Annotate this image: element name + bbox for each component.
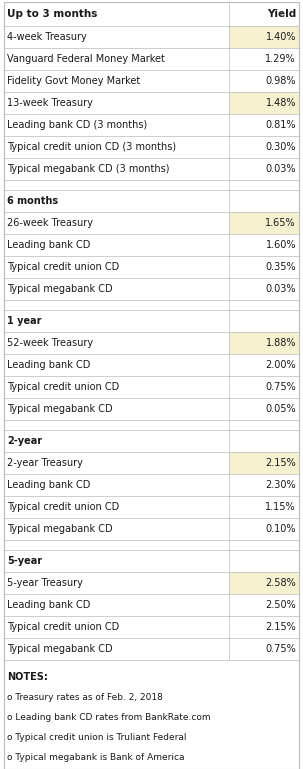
Text: o Typical megabank is Bank of America: o Typical megabank is Bank of America [7,753,185,761]
Text: Vanguard Federal Money Market: Vanguard Federal Money Market [7,54,165,64]
Text: Leading bank CD: Leading bank CD [7,600,90,610]
Bar [229,212,299,234]
Text: 2.00%: 2.00% [265,360,296,370]
Text: Leading bank CD: Leading bank CD [7,360,90,370]
Text: 0.10%: 0.10% [265,524,296,534]
Text: 0.75%: 0.75% [265,382,296,392]
Text: Typical megabank CD (3 months): Typical megabank CD (3 months) [7,164,169,174]
Text: Typical credit union CD: Typical credit union CD [7,622,119,632]
Text: Typical megabank CD: Typical megabank CD [7,644,113,654]
Text: Up to 3 months: Up to 3 months [7,9,97,19]
Text: 1 year: 1 year [7,316,42,326]
Text: 1.65%: 1.65% [265,218,296,228]
Text: 2.15%: 2.15% [265,458,296,468]
Bar [229,452,299,474]
Text: 0.75%: 0.75% [265,644,296,654]
Text: Leading bank CD: Leading bank CD [7,240,90,250]
Text: 4-week Treasury: 4-week Treasury [7,32,87,42]
Text: Typical megabank CD: Typical megabank CD [7,284,113,294]
Text: Typical credit union CD: Typical credit union CD [7,502,119,512]
Text: 2.58%: 2.58% [265,578,296,588]
Text: 0.03%: 0.03% [265,164,296,174]
Text: Leading bank CD: Leading bank CD [7,480,90,490]
Text: o Leading bank CD rates from BankRate.com: o Leading bank CD rates from BankRate.co… [7,713,211,721]
Text: 5-year: 5-year [7,556,42,566]
Bar [229,26,299,48]
Text: NOTES:: NOTES: [7,672,48,682]
Text: 6 months: 6 months [7,196,58,206]
Bar [229,572,299,594]
Text: 1.29%: 1.29% [265,54,296,64]
Text: 26-week Treasury: 26-week Treasury [7,218,93,228]
Text: 1.60%: 1.60% [265,240,296,250]
Text: 2.30%: 2.30% [265,480,296,490]
Text: 2.15%: 2.15% [265,622,296,632]
Text: 0.98%: 0.98% [265,76,296,86]
Text: 0.30%: 0.30% [265,142,296,152]
Text: Yield: Yield [267,9,296,19]
Text: 0.03%: 0.03% [265,284,296,294]
Text: Typical megabank CD: Typical megabank CD [7,524,113,534]
Text: 13-week Treasury: 13-week Treasury [7,98,93,108]
Text: 2-year: 2-year [7,436,42,446]
Text: 5-year Treasury: 5-year Treasury [7,578,83,588]
Text: Fidelity Govt Money Market: Fidelity Govt Money Market [7,76,140,86]
Text: 1.15%: 1.15% [265,502,296,512]
Text: 1.88%: 1.88% [265,338,296,348]
Text: 2-year Treasury: 2-year Treasury [7,458,83,468]
Text: 2.50%: 2.50% [265,600,296,610]
Text: Typical credit union CD (3 months): Typical credit union CD (3 months) [7,142,176,152]
Text: 1.48%: 1.48% [265,98,296,108]
Bar [229,332,299,354]
Text: Leading bank CD (3 months): Leading bank CD (3 months) [7,120,147,130]
Text: Typical credit union CD: Typical credit union CD [7,262,119,272]
Text: Typical megabank CD: Typical megabank CD [7,404,113,414]
Text: o Typical credit union is Truliant Federal: o Typical credit union is Truliant Feder… [7,733,187,741]
Text: 0.35%: 0.35% [265,262,296,272]
Text: 0.81%: 0.81% [265,120,296,130]
Text: 0.05%: 0.05% [265,404,296,414]
Text: Typical credit union CD: Typical credit union CD [7,382,119,392]
Text: o Treasury rates as of Feb. 2, 2018: o Treasury rates as of Feb. 2, 2018 [7,693,163,701]
Bar [229,92,299,114]
Text: 1.40%: 1.40% [265,32,296,42]
Text: 52-week Treasury: 52-week Treasury [7,338,93,348]
